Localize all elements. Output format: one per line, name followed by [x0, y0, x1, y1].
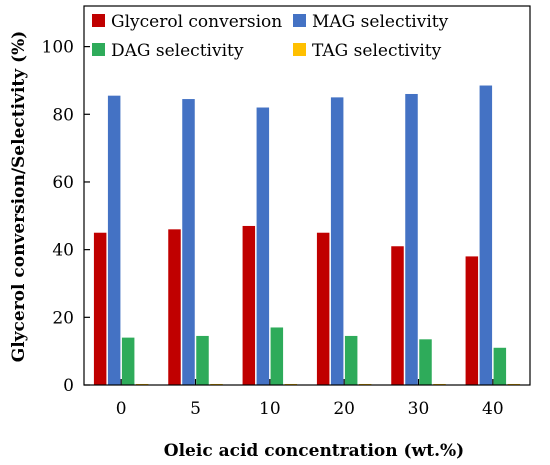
y-axis-title: Glycerol conversion/Selectivity (%)	[9, 31, 29, 363]
legend-label: TAG selectivity	[312, 41, 442, 61]
y-tick-label: 100	[42, 38, 74, 58]
bar-glycerol-conversion	[93, 232, 107, 385]
bar-mag-selectivity	[479, 85, 493, 385]
legend-label: DAG selectivity	[111, 41, 244, 61]
bar-mag-selectivity	[107, 95, 121, 386]
x-axis-title: Oleic acid concentration (wt.%)	[164, 441, 464, 461]
x-tick-label: 10	[259, 399, 281, 419]
y-tick-label: 40	[52, 241, 74, 261]
bar-dag-selectivity	[493, 347, 507, 385]
y-tick-label: 20	[52, 308, 74, 328]
bar-dag-selectivity	[419, 339, 432, 385]
bar-glycerol-conversion	[168, 229, 181, 385]
bar-mag-selectivity	[330, 97, 344, 385]
y-tick-label: 80	[52, 105, 74, 125]
bar-dag-selectivity	[121, 337, 135, 385]
bar-glycerol-conversion	[391, 246, 404, 385]
legend-swatch	[293, 14, 306, 27]
bar-mag-selectivity	[182, 99, 195, 385]
bar-dag-selectivity	[270, 327, 284, 385]
x-tick-label: 0	[116, 399, 127, 419]
bar-glycerol-conversion	[242, 225, 256, 385]
legend-label: Glycerol conversion	[111, 12, 282, 32]
y-tick-label: 60	[52, 173, 74, 193]
bar-dag-selectivity	[344, 335, 358, 385]
x-tick-label: 40	[482, 399, 504, 419]
bar-glycerol-conversion	[465, 256, 479, 385]
bar-mag-selectivity	[256, 107, 270, 386]
legend: Glycerol conversion MAG selectivity DAG se…	[92, 12, 449, 61]
bar-dag-selectivity	[196, 335, 209, 385]
bar-mag-selectivity	[405, 93, 418, 385]
legend-swatch	[92, 43, 105, 56]
x-tick-label: 5	[190, 399, 201, 419]
axes-group: 0 20 40 60 80 100 0 5 10 20 30 40	[42, 5, 531, 419]
legend-label: MAG selectivity	[312, 12, 449, 32]
legend-swatch	[92, 14, 105, 27]
bars-group	[93, 85, 521, 386]
bar-glycerol-conversion	[316, 232, 330, 385]
y-tick-label: 0	[63, 376, 74, 396]
legend-swatch	[293, 43, 306, 56]
x-tick-label: 30	[408, 399, 430, 419]
plot-frame	[83, 5, 531, 386]
x-tick-label: 20	[333, 399, 355, 419]
